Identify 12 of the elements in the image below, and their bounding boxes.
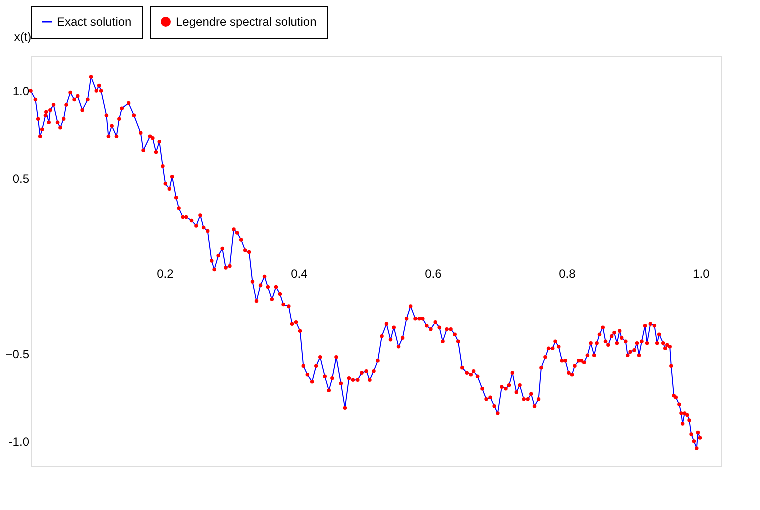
y-tick-label: −0.5 (6, 347, 30, 362)
x-tick-label: 0.4 (291, 266, 308, 281)
y-tick-label: 0.5 (12, 172, 30, 186)
legend-label: Exact solution (57, 15, 132, 29)
x-tick-label: 0.6 (425, 266, 442, 281)
x-tick-label: 1.0 (693, 266, 710, 281)
legend-label: Legendre spectral solution (176, 15, 317, 29)
y-tick-label: 1.0 (12, 84, 30, 99)
x-tick-label: 0.8 (559, 266, 576, 281)
y-tick-label: -1.0 (8, 434, 30, 449)
y-axis-title: x(t) (14, 30, 32, 44)
x-tick-label: 0.2 (157, 266, 174, 281)
